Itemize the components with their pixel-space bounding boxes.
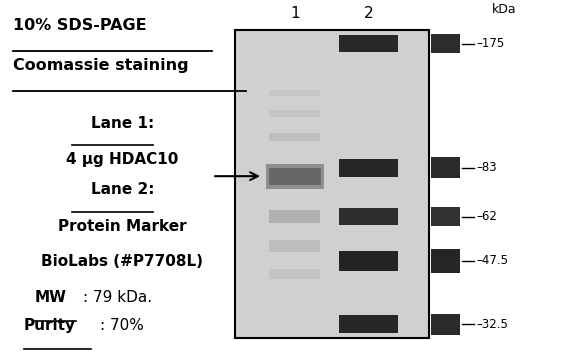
Text: Lane 1:: Lane 1: xyxy=(90,116,154,131)
Text: Coomassie staining: Coomassie staining xyxy=(12,58,188,73)
Bar xyxy=(270,90,320,96)
Bar xyxy=(270,210,320,223)
Bar xyxy=(234,30,429,338)
Text: –32.5: –32.5 xyxy=(476,318,508,331)
Text: : 70%: : 70% xyxy=(100,318,144,333)
Bar xyxy=(340,315,398,333)
Text: Purity: Purity xyxy=(24,318,76,333)
Bar xyxy=(340,35,398,52)
Text: 2: 2 xyxy=(364,6,373,21)
Bar xyxy=(432,34,459,53)
Text: –47.5: –47.5 xyxy=(476,255,508,267)
Bar xyxy=(268,168,321,185)
Text: 4 μg HDAC10: 4 μg HDAC10 xyxy=(66,152,179,167)
Bar xyxy=(340,251,398,271)
Bar xyxy=(270,110,320,117)
Text: : 79 kDa.: : 79 kDa. xyxy=(83,291,152,305)
Bar xyxy=(270,269,320,279)
Text: Protein Marker: Protein Marker xyxy=(58,219,186,234)
Bar xyxy=(266,163,324,189)
Bar xyxy=(432,314,459,335)
Text: MW: MW xyxy=(35,291,67,305)
Text: 1: 1 xyxy=(290,6,299,21)
Bar xyxy=(340,208,398,225)
Text: Lane 2:: Lane 2: xyxy=(90,182,154,197)
Bar xyxy=(270,240,320,252)
Text: BioLabs (#P7708L): BioLabs (#P7708L) xyxy=(41,254,203,269)
Bar xyxy=(432,249,459,273)
Text: –175: –175 xyxy=(476,37,505,50)
Bar xyxy=(432,207,459,226)
Bar xyxy=(432,157,459,179)
Text: 10% SDS-PAGE: 10% SDS-PAGE xyxy=(12,18,146,33)
Text: –62: –62 xyxy=(476,210,497,223)
Text: kDa: kDa xyxy=(492,3,517,16)
Bar xyxy=(270,133,320,141)
Text: –83: –83 xyxy=(476,161,497,175)
Bar xyxy=(340,159,398,177)
